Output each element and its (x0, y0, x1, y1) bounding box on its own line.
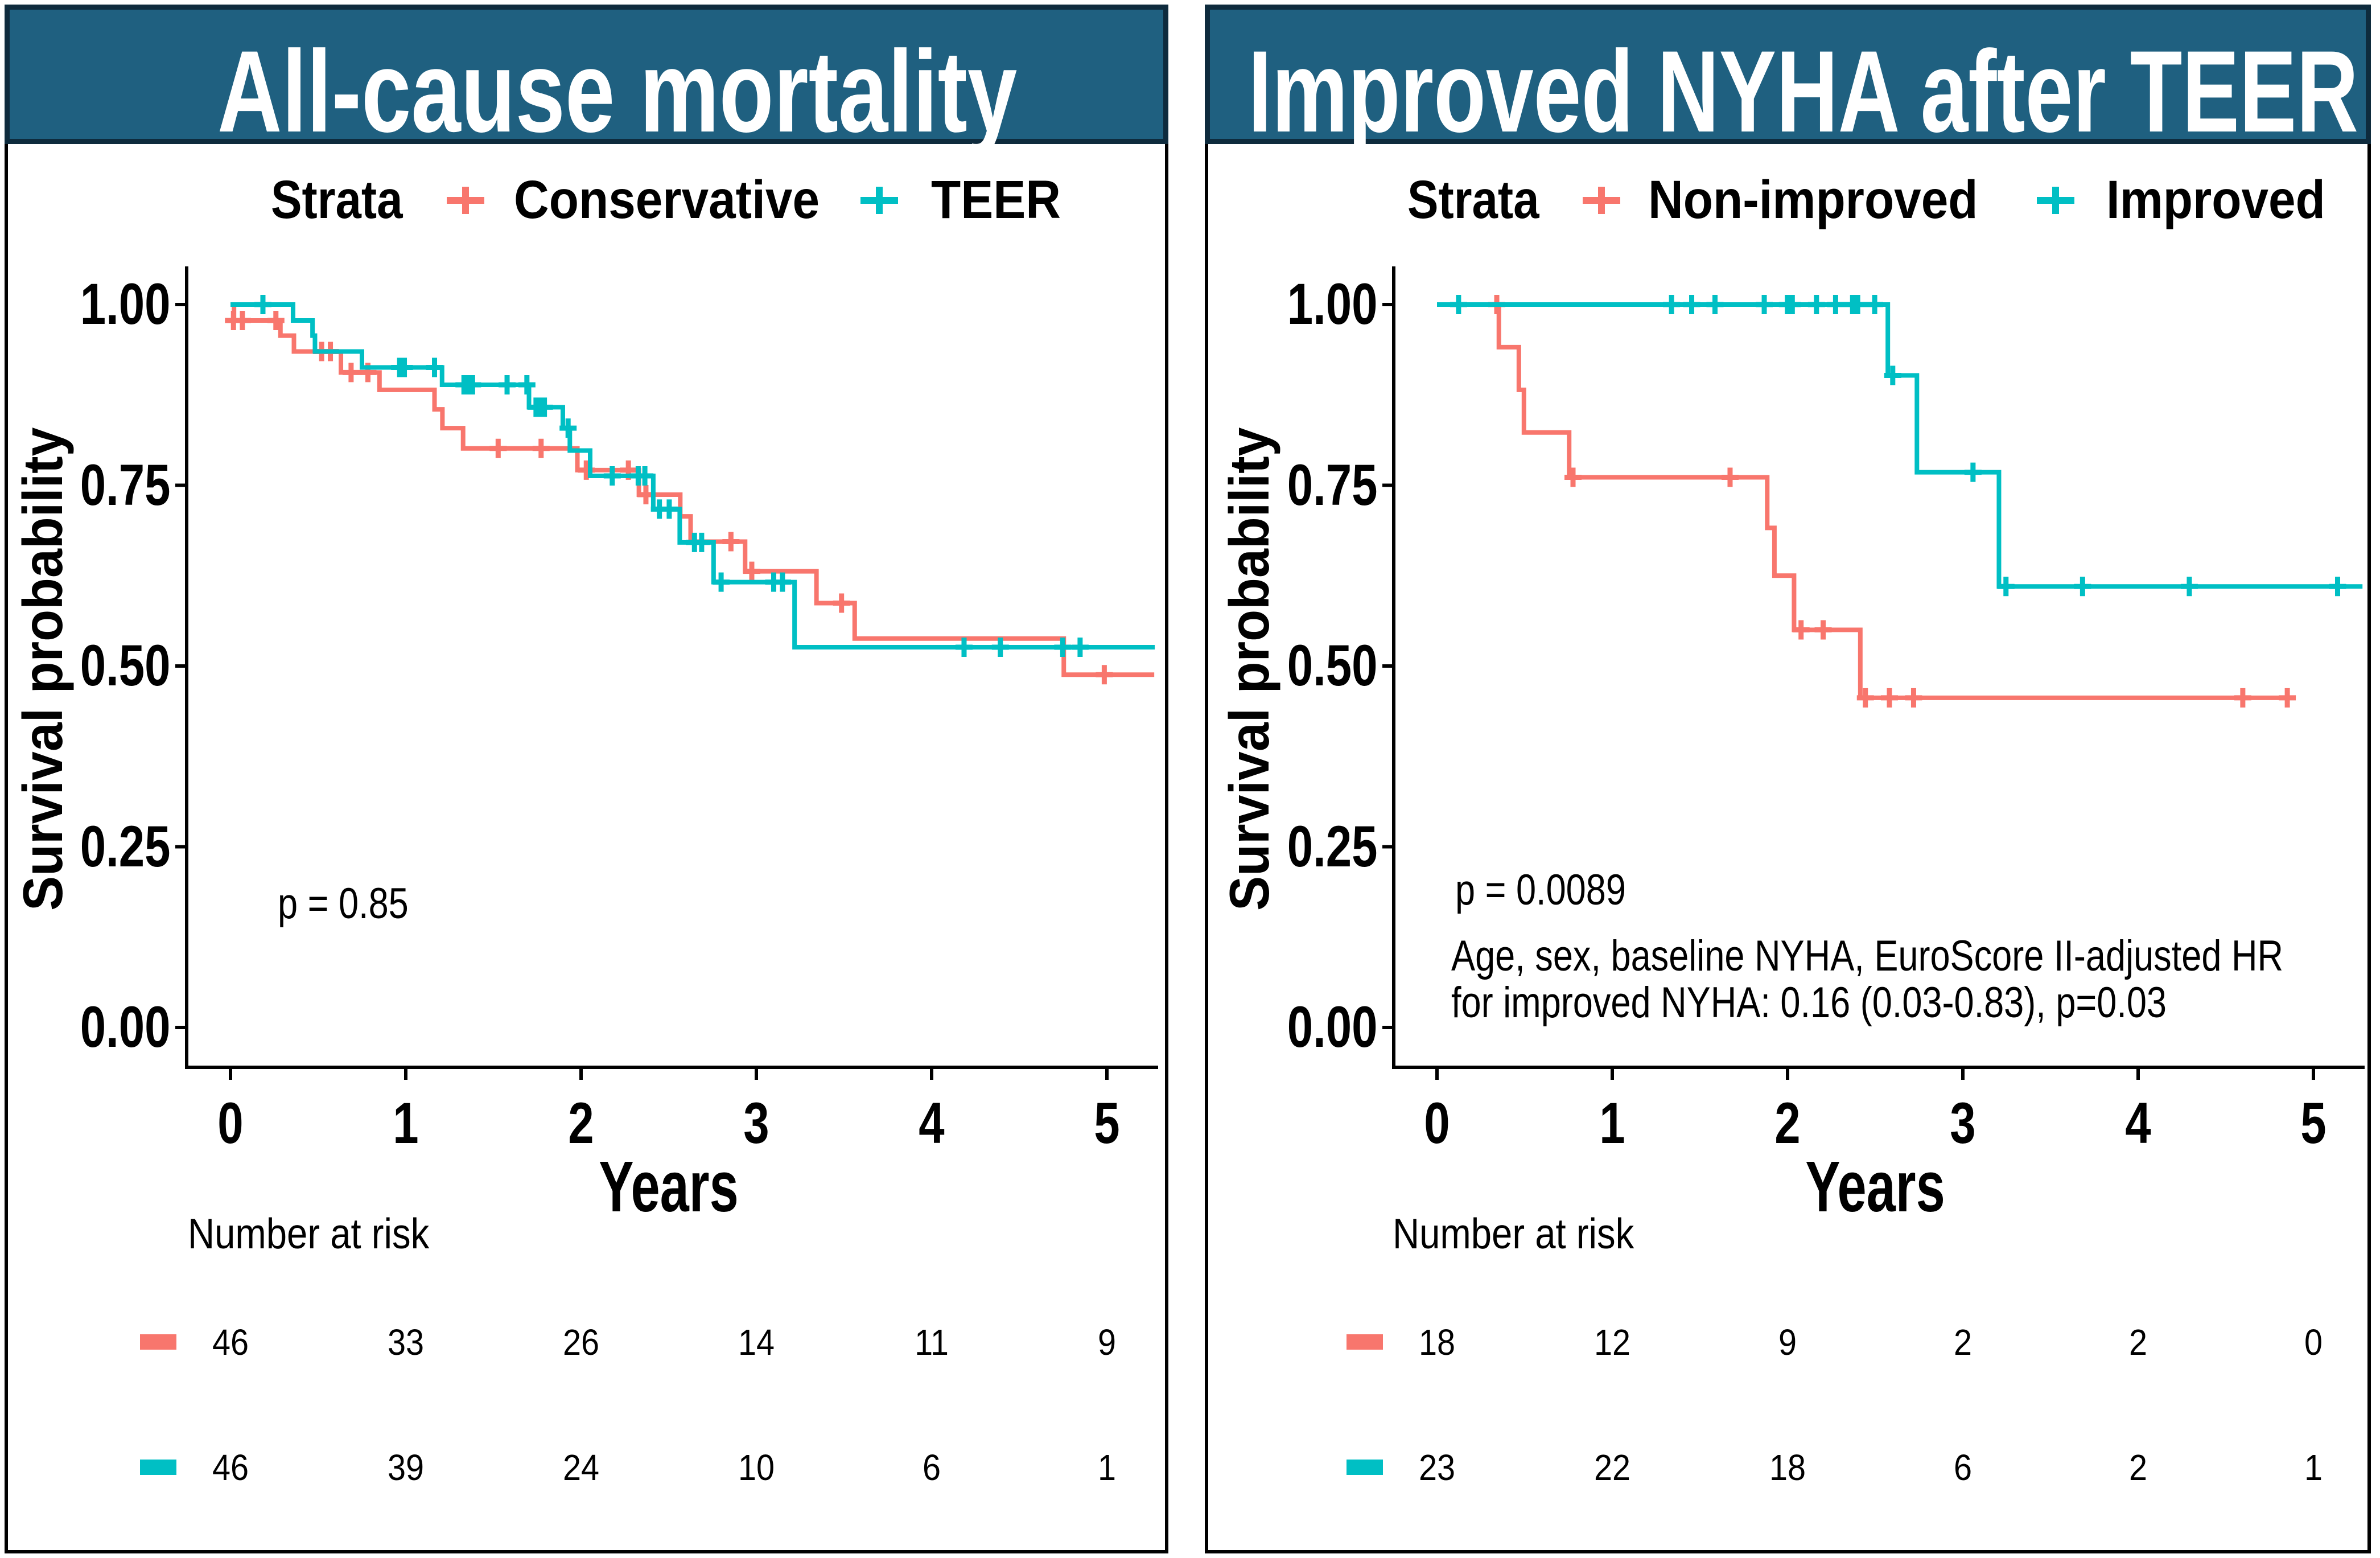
legend-item-label-teer: TEER (931, 170, 1061, 230)
legend-key-plus-icon-non-improved (1583, 187, 1620, 214)
x-tick-label: 3 (743, 1091, 769, 1156)
annotation-line: for improved NYHA: 0.16 (0.03-0.83), p=0… (1451, 979, 2167, 1027)
panel-left-title: All-cause mortality (217, 26, 1018, 157)
risk-count: 12 (1593, 1322, 1631, 1363)
x-tick-label: 5 (1094, 1091, 1120, 1156)
risk-count: 18 (1769, 1447, 1806, 1488)
risk-count: 6 (922, 1447, 941, 1488)
x-tick-label: 2 (1774, 1091, 1801, 1156)
censor-marks-TEER (254, 295, 1089, 657)
km-curve-TEER (230, 302, 1155, 649)
y-tick-label: 0.25 (80, 813, 171, 879)
x-axis-title: Years (1805, 1146, 1945, 1227)
risk-row-key-dash (1347, 1334, 1383, 1350)
risk-count: 0 (2304, 1322, 2323, 1363)
risk-count: 2 (2128, 1322, 2148, 1363)
legend-item-label-improved: Improved (2106, 170, 2325, 230)
risk-row-key-dash (140, 1460, 176, 1475)
x-tick-label: 4 (919, 1091, 945, 1156)
y-tick-label: 0.75 (80, 452, 171, 517)
legend-title: Strata (271, 170, 403, 230)
y-axis-title: Survival probability (1218, 384, 1280, 953)
panel-right-title-bar: Improved NYHA after TEER (1205, 5, 2371, 150)
x-tick-label: 3 (1950, 1091, 1976, 1156)
p-value-text: p = 0.0089 (1455, 866, 1626, 914)
km-curve-Conservative (230, 302, 1155, 677)
y-tick-label: 1.00 (1287, 272, 1378, 336)
risk-count: 14 (738, 1322, 775, 1363)
x-axis-title: Years (599, 1146, 739, 1227)
risk-count: 18 (1418, 1322, 1456, 1363)
risk-count: 11 (915, 1322, 949, 1363)
legend-title: Strata (1407, 170, 1539, 230)
y-tick-label: 0.50 (1287, 633, 1378, 698)
risk-count: 1 (2304, 1447, 2323, 1488)
risk-count: 24 (562, 1447, 600, 1488)
x-tick-label: 4 (2125, 1091, 2151, 1156)
y-axis-title-text: Survival probability (1218, 427, 1280, 911)
risk-count: 1 (1097, 1447, 1117, 1488)
censor-marks-Improved (1450, 295, 2346, 597)
risk-count: 39 (387, 1447, 425, 1488)
legend-key-plus-icon-conservative (447, 187, 484, 214)
x-tick-label: 5 (2300, 1091, 2327, 1156)
km-curve-Improved (1437, 302, 2363, 589)
risk-row-key-dash (1347, 1460, 1383, 1475)
x-tick-label: 2 (568, 1091, 594, 1156)
censor-marks-Non-improved (1488, 295, 2296, 708)
y-tick-label: 0.25 (1287, 813, 1378, 879)
risk-count: 9 (1778, 1322, 1797, 1363)
risk-count: 2 (1953, 1322, 1973, 1363)
panel-right-title: Improved NYHA after TEER (1248, 26, 2358, 157)
risk-table-title: Number at risk (1393, 1210, 1634, 1257)
y-tick-label: 0.50 (80, 633, 171, 698)
risk-count: 2 (2128, 1447, 2148, 1488)
p-value-text: p = 0.85 (278, 879, 409, 928)
legend-item-label-conservative: Conservative (514, 170, 820, 230)
y-tick-label: 0.75 (1287, 452, 1378, 517)
risk-count: 23 (1418, 1447, 1456, 1488)
legend-item-label-non-improved: Non-improved (1648, 170, 1978, 230)
km-curve-Non-improved (1437, 302, 2291, 700)
risk-count: 22 (1593, 1447, 1631, 1488)
risk-count: 46 (212, 1447, 249, 1488)
risk-count: 10 (738, 1447, 775, 1488)
panel-left (5, 5, 1168, 1553)
y-axis-title-text: Survival probability (11, 427, 74, 911)
annotation-line: Age, sex, baseline NYHA, EuroScore II-ad… (1451, 932, 2284, 980)
x-tick-label: 0 (217, 1091, 244, 1156)
risk-count: 6 (1953, 1447, 1973, 1488)
risk-table-title: Number at risk (188, 1210, 430, 1257)
legend-key-plus-icon-improved (2037, 187, 2074, 214)
risk-count: 46 (212, 1322, 249, 1363)
risk-count: 9 (1097, 1322, 1117, 1363)
risk-count: 26 (562, 1322, 600, 1363)
x-tick-label: 1 (393, 1091, 419, 1156)
x-tick-label: 1 (1599, 1091, 1625, 1156)
y-tick-label: 0.00 (1287, 994, 1378, 1059)
panel-right (1205, 5, 2371, 1553)
x-tick-label: 0 (1424, 1091, 1450, 1156)
y-tick-label: 0.00 (80, 994, 171, 1059)
risk-count: 33 (387, 1322, 425, 1363)
panel-left-title-bar: All-cause mortality (5, 5, 1168, 150)
legend-key-plus-icon-teer (860, 187, 898, 214)
risk-row-key-dash (140, 1334, 176, 1350)
y-tick-label: 1.00 (80, 272, 171, 336)
y-axis-title: Survival probability (11, 384, 74, 953)
censor-marks-Conservative (225, 310, 1113, 685)
